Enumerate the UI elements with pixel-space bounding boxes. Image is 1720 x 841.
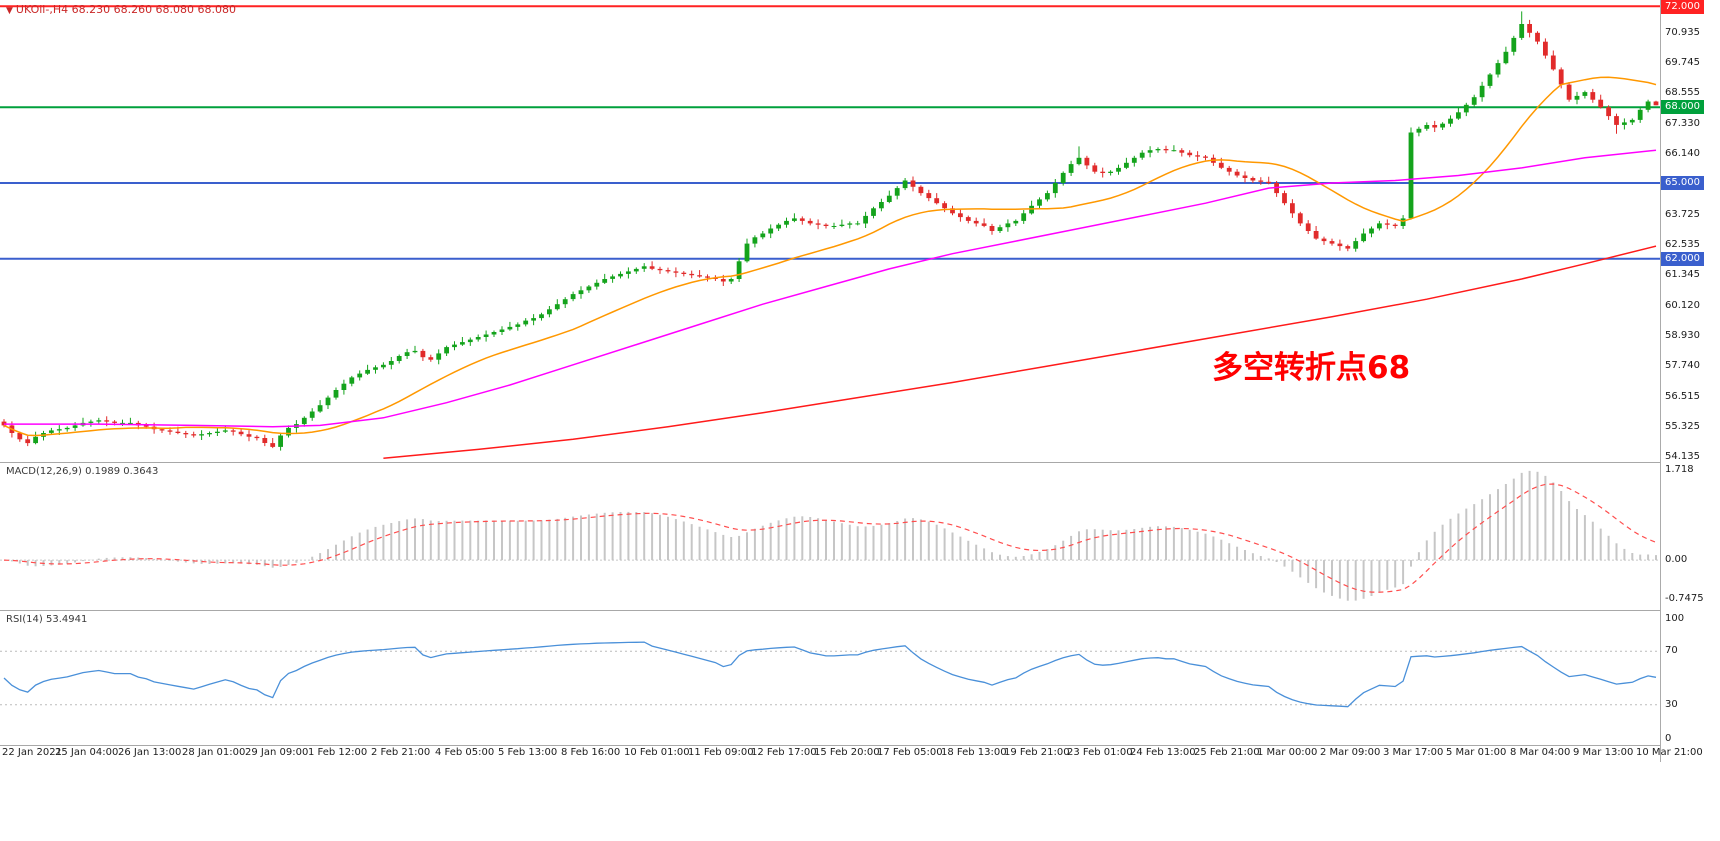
price-level-chip: 72.000 (1661, 0, 1704, 14)
time-axis-label: 28 Jan 01:00 (182, 747, 246, 758)
time-axis-label: 5 Feb 13:00 (498, 747, 558, 758)
time-axis-label: 4 Feb 05:00 (435, 747, 495, 758)
price-axis-tick: 69.745 (1665, 57, 1700, 68)
time-axis-label: 29 Jan 09:00 (245, 747, 309, 758)
price-axis[interactable]: 70.935 69.745 68.555 67.330 66.140 63.725 62.5… (1660, 0, 1720, 762)
rsi-axis-tick: 0 (1665, 733, 1672, 744)
price-axis-tick: 61.345 (1665, 269, 1700, 280)
time-axis-label: 19 Feb 21:00 (1004, 747, 1070, 758)
rsi-axis-tick: 100 (1665, 613, 1685, 624)
rsi-axis-tick: 30 (1665, 699, 1678, 710)
time-axis-label: 22 Jan 2021 (2, 747, 62, 758)
time-axis-label: 1 Feb 12:00 (308, 747, 368, 758)
time-axis-label: 24 Feb 13:00 (1130, 747, 1196, 758)
time-axis-label: 8 Mar 04:00 (1510, 747, 1571, 758)
price-level-chip: 62.000 (1661, 252, 1704, 266)
time-axis-label: 1 Mar 00:00 (1257, 747, 1318, 758)
time-axis-label: 5 Mar 01:00 (1446, 747, 1507, 758)
price-axis-tick: 56.515 (1665, 391, 1700, 402)
time-axis-label: 3 Mar 17:00 (1383, 747, 1444, 758)
time-axis-label: 18 Feb 13:00 (941, 747, 1007, 758)
macd-axis-tick: -0.7475 (1665, 593, 1704, 604)
time-axis-label: 12 Feb 17:00 (751, 747, 817, 758)
price-axis-tick: 70.935 (1665, 27, 1700, 38)
main-price-chart[interactable] (0, 0, 1660, 462)
macd-axis-tick: 0.00 (1665, 554, 1688, 565)
rsi-axis-tick: 70 (1665, 645, 1678, 656)
time-axis-label: 23 Feb 01:00 (1067, 747, 1133, 758)
rsi-indicator-chart[interactable] (0, 611, 1660, 745)
time-axis-label: 11 Feb 09:00 (688, 747, 754, 758)
price-axis-tick: 55.325 (1665, 421, 1700, 432)
price-axis-tick: 54.135 (1665, 451, 1700, 462)
rsi-value: 53.4941 (45, 614, 88, 625)
symbol-ohlc-label: UKOil-,H4 68.230 68.260 68.080 68.080 (15, 3, 237, 16)
price-axis-tick: 60.120 (1665, 300, 1700, 311)
time-axis-label: 26 Jan 13:00 (118, 747, 182, 758)
price-axis-tick: 63.725 (1665, 209, 1700, 220)
price-level-chip: 65.000 (1661, 176, 1704, 190)
price-axis-tick: 67.330 (1665, 118, 1700, 129)
rsi-name: RSI(14) (6, 614, 43, 625)
macd-indicator-label: MACD(12,26,9) 0.1989 0.3643 (6, 466, 158, 477)
panel-separator (0, 745, 1720, 746)
rsi-indicator-label: RSI(14) 53.4941 (6, 614, 87, 625)
price-axis-tick: 62.535 (1665, 239, 1700, 250)
time-axis[interactable]: 22 Jan 2021 25 Jan 04:00 26 Jan 13:00 28 Ja… (0, 747, 1720, 762)
macd-axis-tick: 1.718 (1665, 464, 1694, 475)
panel-separator (0, 610, 1720, 611)
trend-down-icon: ▼ (6, 6, 13, 16)
macd-indicator-chart[interactable] (0, 463, 1660, 610)
panel-separator (0, 462, 1720, 463)
time-axis-label: 10 Mar 21:00 (1636, 747, 1703, 758)
price-axis-tick: 57.740 (1665, 360, 1700, 371)
time-axis-label: 25 Feb 21:00 (1194, 747, 1260, 758)
time-axis-label: 15 Feb 20:00 (814, 747, 880, 758)
macd-name: MACD(12,26,9) (6, 466, 82, 477)
annotation-text: 多空转折点68 (1212, 350, 1411, 386)
chart-title: ▼ UKOil-,H4 68.230 68.260 68.080 68.080 (6, 3, 236, 16)
time-axis-label: 25 Jan 04:00 (55, 747, 119, 758)
time-axis-label: 17 Feb 05:00 (877, 747, 943, 758)
price-level-chip: 68.000 (1661, 100, 1704, 114)
time-axis-label: 9 Mar 13:00 (1573, 747, 1634, 758)
time-axis-label: 2 Feb 21:00 (371, 747, 431, 758)
time-axis-label: 10 Feb 01:00 (624, 747, 690, 758)
time-axis-label: 2 Mar 09:00 (1320, 747, 1381, 758)
time-axis-label: 8 Feb 16:00 (561, 747, 621, 758)
price-axis-tick: 66.140 (1665, 148, 1700, 159)
price-axis-tick: 58.930 (1665, 330, 1700, 341)
macd-values: 0.1989 0.3643 (85, 466, 159, 477)
price-axis-tick: 68.555 (1665, 87, 1700, 98)
